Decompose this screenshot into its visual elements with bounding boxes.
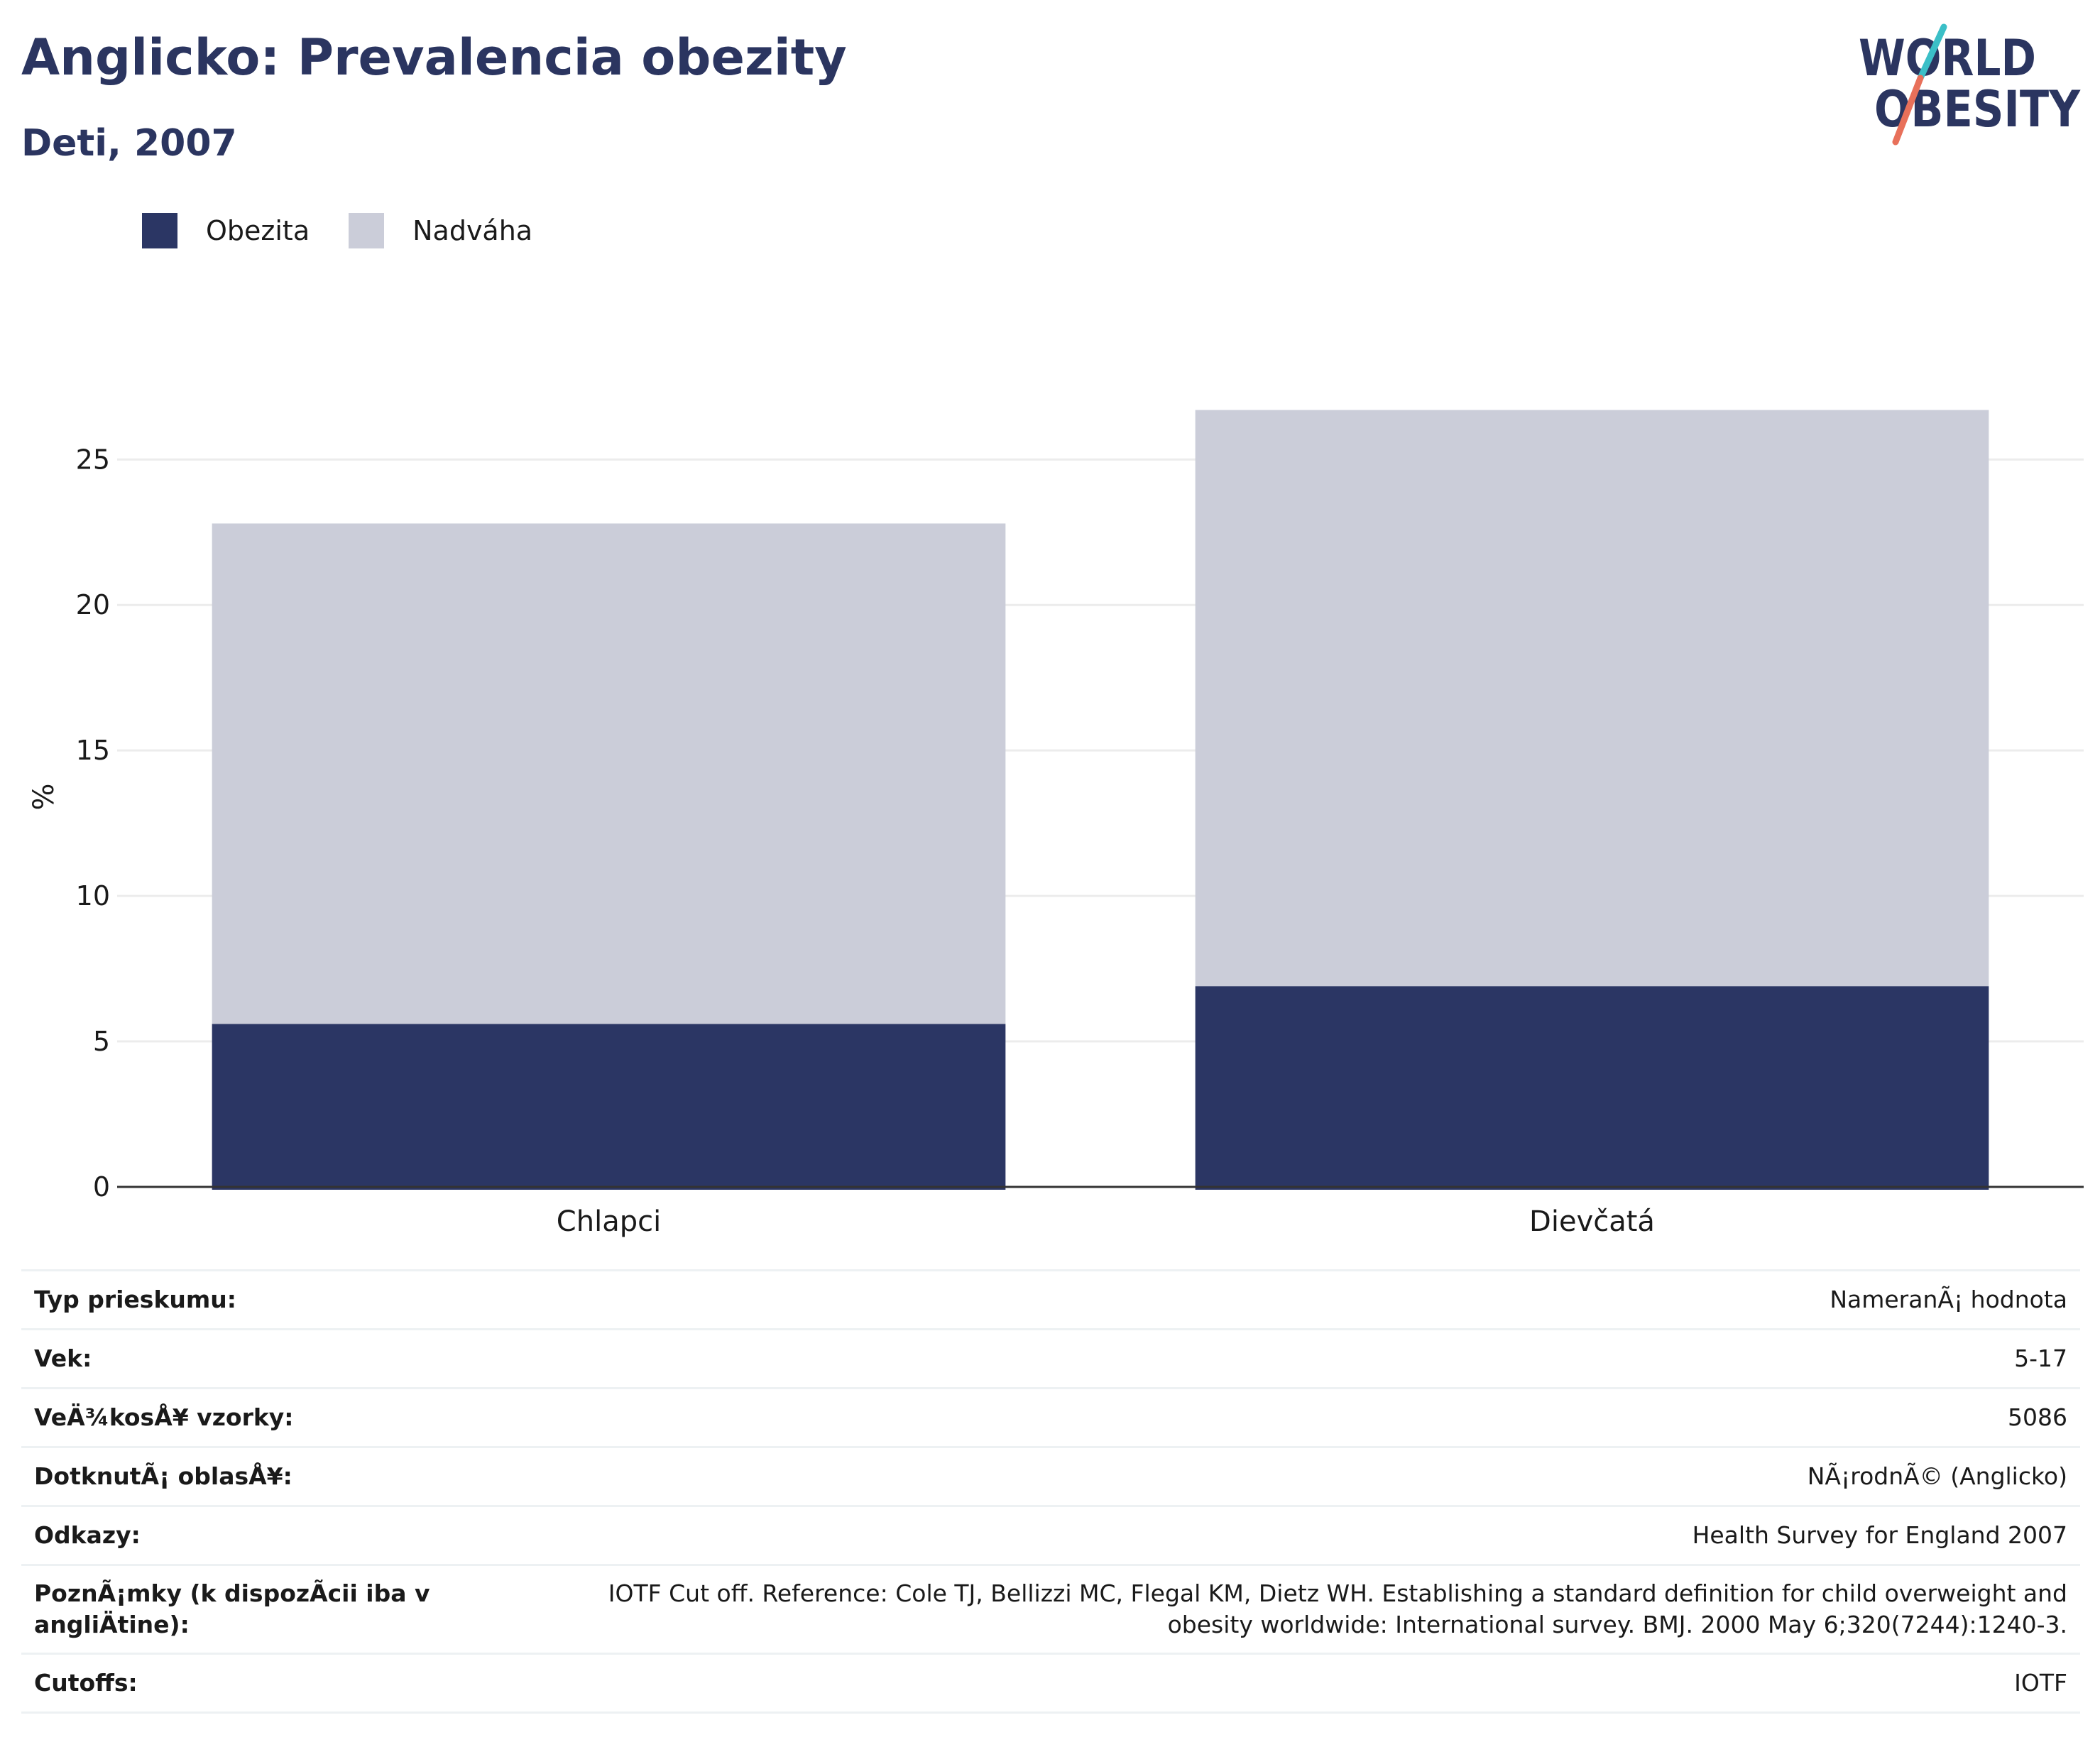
- info-row: Odkazy: Health Survey for England 2007: [21, 1507, 2080, 1566]
- y-tick-label: 0: [93, 1171, 110, 1203]
- info-label: DotknutÃ¡ oblasÅ¥:: [34, 1461, 292, 1492]
- info-value: NameranÃ¡ hodnota: [1830, 1284, 2067, 1315]
- y-axis-title: %: [28, 783, 60, 810]
- bar-overweight-1: [1196, 410, 1989, 987]
- chart-title: Anglicko: Prevalencia obezity: [21, 28, 847, 87]
- info-label: PoznÃ¡mky (k dispozÃcii iba v angliÄtin…: [34, 1578, 574, 1641]
- y-tick-label: 25: [76, 444, 110, 475]
- x-category-label: Chlapci: [557, 1205, 661, 1238]
- chart-subtitle: Deti, 2007: [21, 122, 237, 165]
- bar-chart: 0 5 10 15 20 25% Chlapci Dievčatá: [0, 369, 2100, 1242]
- info-value: NÃ¡rodnÃ© (Anglicko): [1808, 1461, 2067, 1492]
- info-row: DotknutÃ¡ oblasÅ¥: NÃ¡rodnÃ© (Anglicko): [21, 1448, 2080, 1507]
- y-tick-label: 15: [76, 735, 110, 766]
- info-label: Cutoffs:: [34, 1667, 138, 1699]
- y-tick-label: 10: [76, 880, 110, 911]
- bar-obesity-0: [212, 1024, 1006, 1190]
- info-value: 5-17: [2014, 1343, 2067, 1374]
- info-value: 5086: [2008, 1402, 2067, 1433]
- logo-text-world: WORLD: [1859, 29, 2036, 87]
- world-obesity-logo: WORLD OBESITY: [1853, 20, 2087, 148]
- info-label: VeÄ¾kosÅ¥ vzorky:: [34, 1402, 294, 1433]
- info-row: Cutoffs: IOTF: [21, 1655, 2080, 1714]
- legend-label-obesity: Obezita: [206, 215, 310, 246]
- legend-swatch-overweight: [349, 213, 384, 248]
- legend-label-overweight: Nadváha: [412, 215, 532, 246]
- info-label: Odkazy:: [34, 1520, 141, 1551]
- info-value: Health Survey for England 2007: [1692, 1520, 2067, 1551]
- legend-item-overweight[interactable]: Nadváha: [349, 213, 532, 248]
- info-value: IOTF Cut off. Reference: Cole TJ, Belliz…: [576, 1578, 2067, 1641]
- info-value: IOTF: [2014, 1667, 2067, 1699]
- info-label: Typ prieskumu:: [34, 1284, 236, 1315]
- bar-obesity-1: [1196, 986, 1989, 1190]
- info-row: PoznÃ¡mky (k dispozÃcii iba v angliÄtin…: [21, 1566, 2080, 1655]
- bar-overweight-0: [212, 523, 1006, 1024]
- y-tick-label: 20: [76, 589, 110, 620]
- info-label: Vek:: [34, 1343, 92, 1374]
- x-category-label: Dievčatá: [1529, 1205, 1655, 1238]
- info-row: VeÄ¾kosÅ¥ vzorky: 5086: [21, 1389, 2080, 1448]
- chart-legend: Obezita Nadváha: [142, 213, 572, 248]
- y-tick-label: 5: [93, 1026, 110, 1057]
- info-row: Typ prieskumu: NameranÃ¡ hodnota: [21, 1271, 2080, 1330]
- legend-item-obesity[interactable]: Obezita: [142, 213, 310, 248]
- legend-swatch-obesity: [142, 213, 177, 248]
- info-row: Vek: 5-17: [21, 1330, 2080, 1389]
- survey-info-table: Typ prieskumu: NameranÃ¡ hodnota Vek: 5-17 V…: [21, 1269, 2080, 1714]
